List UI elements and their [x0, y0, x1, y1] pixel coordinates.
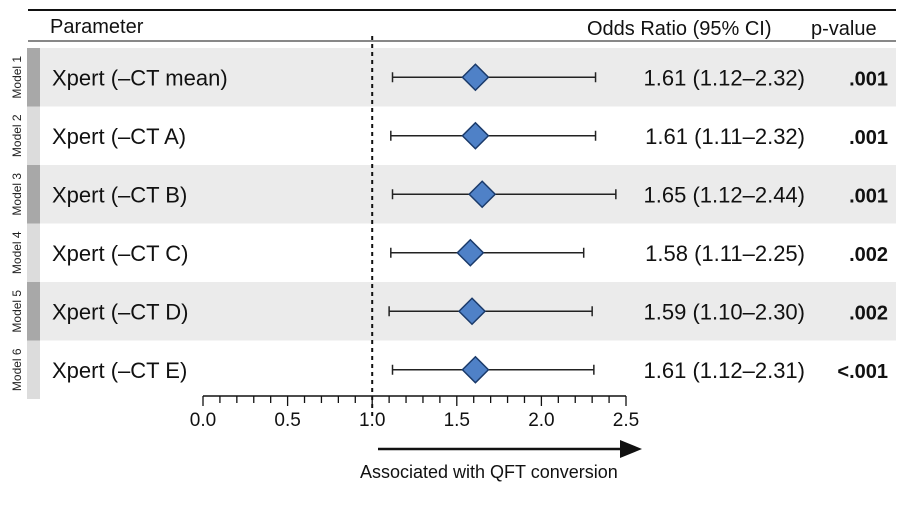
x-tick-label: 1.5	[444, 410, 470, 431]
parameter-label: Xpert (–CT B)	[52, 182, 187, 207]
p-value-text: .001	[849, 127, 888, 149]
model-tab	[27, 165, 40, 224]
x-axis: 0.0 0.5 1.0 1.5 2.0 2.5	[190, 395, 639, 431]
odds-ratio-marker	[457, 297, 487, 326]
parameter-label: Xpert (–CT mean)	[52, 65, 228, 90]
odds-ratio-text: 1.61 (1.12–2.32)	[644, 65, 805, 90]
parameter-label: Xpert (–CT C)	[52, 241, 189, 266]
model-tab	[27, 340, 40, 399]
row-backgrounds	[27, 48, 896, 399]
odds-ratio-text: 1.65 (1.12–2.44)	[644, 182, 805, 207]
odds-ratio-marker	[456, 238, 485, 267]
odds-ratio-marker	[461, 121, 490, 150]
model-tab	[27, 48, 40, 107]
odds-ratio-text: 1.58 (1.11–2.25)	[645, 241, 805, 266]
rows-layer: Model 1 Xpert (–CT mean) 1.61 (1.12–2.32).…	[10, 56, 888, 392]
odds-ratio-marker	[461, 63, 490, 92]
model-label: Model 1	[10, 56, 24, 99]
odds-ratio-marker	[461, 355, 490, 384]
parameter-label: Xpert (–CT A)	[52, 124, 186, 149]
header-parameter: Parameter	[50, 16, 144, 38]
model-label: Model 4	[10, 231, 24, 274]
p-value-text: .002	[849, 244, 888, 266]
p-value-text: .001	[849, 68, 888, 90]
x-tick-label: 0.0	[190, 410, 216, 431]
x-tick-label: 2.5	[613, 410, 639, 431]
p-value-text: .001	[849, 185, 888, 207]
x-tick-label: 2.0	[528, 410, 554, 431]
model-tab	[27, 223, 40, 282]
odds-ratio-text: 1.61 (1.12–2.31)	[644, 358, 805, 383]
model-tab	[27, 282, 40, 341]
model-label: Model 6	[10, 348, 24, 391]
odds-ratio-marker	[468, 180, 497, 209]
x-axis-label: Associated with QFT conversion	[360, 462, 618, 482]
parameter-label: Xpert (–CT D)	[52, 299, 189, 324]
odds-ratio-text: 1.59 (1.10–2.30)	[644, 299, 805, 324]
header-odds-ratio: Odds Ratio (95% CI)	[587, 18, 772, 40]
model-label: Model 3	[10, 173, 24, 216]
direction-arrow-head	[620, 440, 642, 458]
model-tab	[27, 106, 40, 165]
x-tick-label: 1.0	[359, 410, 385, 431]
odds-ratio-text: 1.61 (1.11–2.32)	[645, 124, 805, 149]
parameter-label: Xpert (–CT E)	[52, 358, 187, 383]
p-value-text: <.001	[837, 361, 888, 383]
p-value-text: .002	[849, 302, 888, 324]
header-p-value: p-value	[811, 18, 877, 40]
x-tick-label: 0.5	[274, 410, 300, 431]
model-label: Model 5	[10, 290, 24, 333]
model-label: Model 2	[10, 114, 24, 157]
